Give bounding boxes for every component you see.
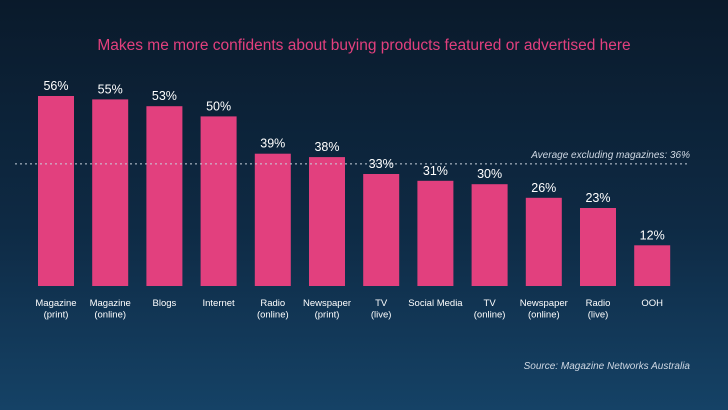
chart-title: Makes me more confidents about buying pr…	[97, 37, 630, 54]
category-label-5: Newspaper (print)	[303, 298, 351, 321]
category-label-7: Social Media	[408, 298, 463, 309]
bar-9	[525, 197, 562, 286]
category-label-3: Internet	[202, 298, 235, 309]
value-label-9: 26%	[531, 181, 556, 195]
value-label-8: 30%	[477, 167, 502, 181]
category-label-4: Radio (online)	[257, 298, 289, 321]
category-label-0: Magazine (print)	[35, 298, 76, 321]
bars-layer: 56% Magazine (print) 55% Magazine (online) 53%…	[35, 79, 671, 321]
value-label-1: 55%	[98, 82, 123, 96]
value-label-4: 39%	[260, 137, 285, 151]
bar-0	[38, 96, 74, 286]
bar-1	[92, 99, 129, 287]
bar-3	[200, 116, 237, 287]
value-label-7: 31%	[423, 164, 448, 178]
bar-8	[471, 184, 508, 286]
bar-5	[309, 157, 345, 286]
category-label-6: TV (live)	[371, 298, 392, 321]
value-label-0: 56%	[43, 79, 68, 93]
source-note: Source: Magazine Networks Australia	[524, 361, 691, 372]
category-label-2: Blogs	[153, 298, 177, 309]
value-label-5: 38%	[314, 140, 339, 154]
bar-11	[634, 245, 671, 286]
category-label-10: Radio (live)	[586, 298, 611, 321]
value-label-2: 53%	[152, 89, 177, 103]
value-label-10: 23%	[585, 191, 610, 205]
bar-6	[363, 174, 400, 286]
category-label-1: Magazine (online)	[90, 298, 131, 321]
bar-4	[254, 153, 291, 286]
bar-2	[146, 106, 183, 286]
value-label-11: 12%	[640, 228, 665, 242]
category-label-9: Newspaper (online)	[520, 298, 568, 321]
value-label-3: 50%	[206, 99, 231, 113]
category-label-8: TV (online)	[474, 298, 506, 321]
bar-10	[580, 208, 616, 286]
average-reference-label: Average excluding magazines: 36%	[530, 150, 690, 161]
category-label-11: OOH	[641, 298, 663, 309]
bar-7	[417, 180, 454, 286]
